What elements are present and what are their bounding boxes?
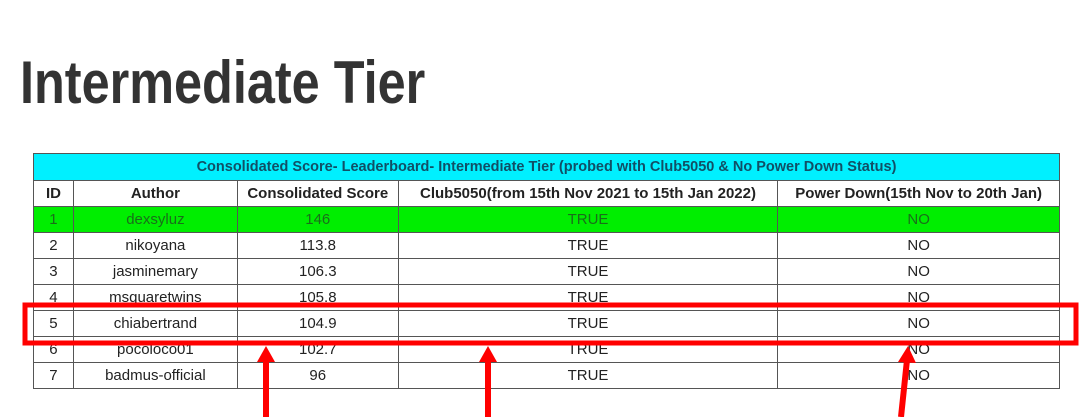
cell-id: 1 xyxy=(33,206,74,233)
cell-id: 5 xyxy=(33,310,74,337)
cell-id: 7 xyxy=(33,362,74,389)
cell-score: 146 xyxy=(236,206,399,233)
arrow-score xyxy=(257,346,275,417)
cell-club5050: TRUE xyxy=(397,310,779,337)
cell-power-down: NO xyxy=(777,232,1060,259)
cell-author: chiabertrand xyxy=(72,310,238,337)
cell-club5050: TRUE xyxy=(397,206,779,233)
cell-author: dexsyluz xyxy=(72,206,238,233)
column-header-author: Author xyxy=(72,180,238,207)
cell-score: 113.8 xyxy=(236,232,399,259)
cell-power-down: NO xyxy=(777,206,1060,233)
cell-author: badmus-official xyxy=(72,362,238,389)
highlight-box xyxy=(22,302,1079,346)
table-row: 5 chiabertrand 104.9 TRUE NO xyxy=(33,310,1060,337)
column-header-power-down: Power Down(15th Nov to 20th Jan) xyxy=(777,180,1060,207)
arrow-power-down xyxy=(898,346,916,417)
cell-club5050: TRUE xyxy=(397,362,779,389)
column-header-score: Consolidated Score xyxy=(236,180,399,207)
table-row: 7 badmus-official 96 TRUE NO xyxy=(33,362,1060,389)
page-title: Intermediate Tier xyxy=(20,49,426,116)
cell-author: nikoyana xyxy=(72,232,238,259)
column-header-club5050: Club5050(from 15th Nov 2021 to 15th Jan … xyxy=(397,180,779,207)
table-row: 1 dexsyluz 146 TRUE NO xyxy=(33,206,1060,233)
arrow-club5050 xyxy=(479,346,497,417)
cell-power-down: NO xyxy=(777,362,1060,389)
table-title: Consolidated Score- Leaderboard- Interme… xyxy=(33,153,1060,181)
